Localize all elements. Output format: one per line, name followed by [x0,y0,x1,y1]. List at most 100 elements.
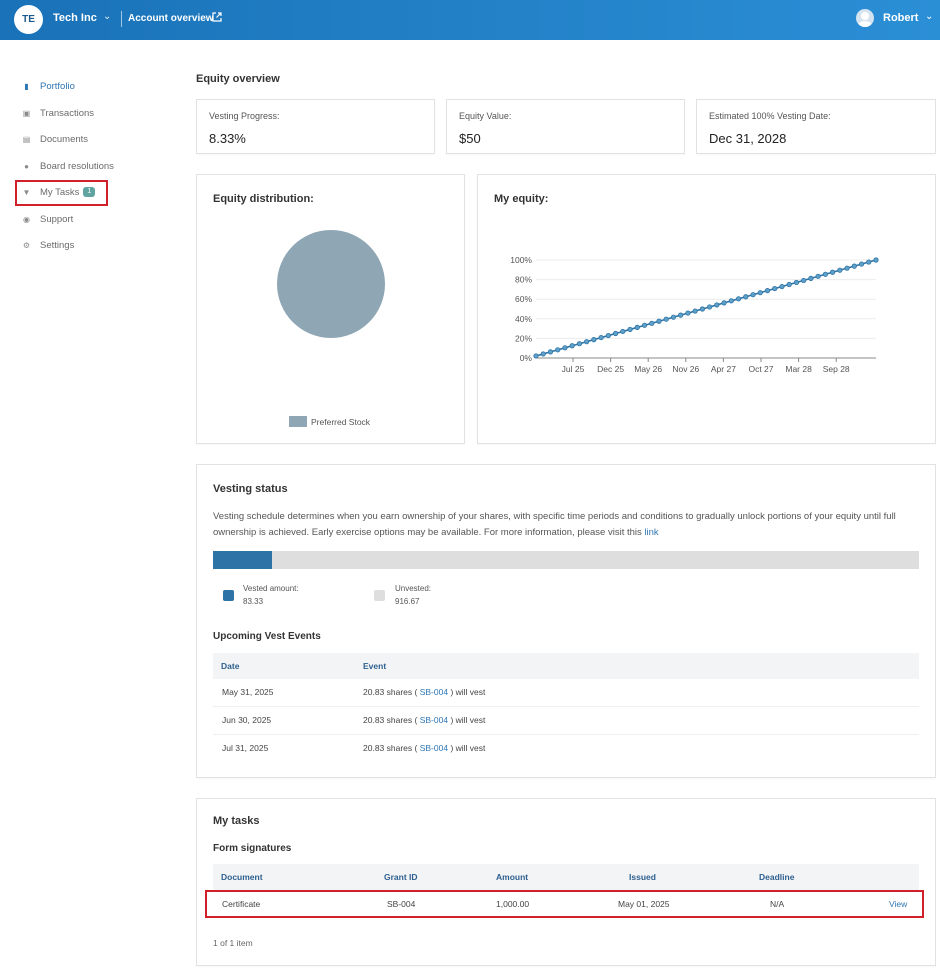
company-name[interactable]: Tech Inc [53,12,97,24]
highlight-task-row [205,890,924,918]
stat-value: $50 [459,131,481,146]
inbox-icon: ▼ [22,187,31,197]
data-point [829,269,836,275]
sidebar-item-label: Support [40,213,74,225]
stat-label: Equity Value: [459,111,512,121]
task-issued: May 01, 2025 [618,899,670,909]
pie-slice-preferred-stock[interactable] [277,230,385,338]
data-point [584,339,590,345]
vested-label: Vested amount: [243,584,299,593]
data-point [656,318,662,324]
upcoming-vest-title: Upcoming Vest Events [213,631,321,642]
account-overview-link[interactable]: Account overview [128,13,214,24]
event-description: 20.83 shares ( SB-004 ) will vest [363,743,486,753]
data-point [851,263,857,269]
data-point [576,341,583,347]
row-divider [213,706,919,707]
data-point [866,259,872,265]
equity-distribution-card: Equity distribution: Preferred Stock [196,174,465,444]
data-point [663,316,669,322]
stat-label: Vesting Progress: [209,111,280,121]
column-date[interactable]: Date [221,661,240,671]
stat-value: Dec 31, 2028 [709,131,787,146]
column-grant-id[interactable]: Grant ID [384,872,418,882]
grant-link[interactable]: SB-004 [419,715,449,725]
data-point [641,322,648,328]
sidebar-item-label: Documents [40,133,89,145]
y-tick-label: 80% [515,275,532,285]
sidebar-item-settings[interactable]: ⚙ Settings [22,237,74,253]
vesting-description: Vesting schedule determines when you ear… [213,511,896,538]
top-bar: TE Tech Inc ⌄ Account overview Robert ⌄ [0,0,940,40]
grant-link[interactable]: SB-004 [419,743,449,753]
clipboard-icon: ▣ [22,108,31,118]
event-date: Jun 30, 2025 [222,715,272,725]
vesting-info-link[interactable]: link [644,527,659,538]
data-point [815,273,821,279]
sidebar-item-documents[interactable]: ▤ Documents [22,131,88,147]
vesting-progress-bar [213,551,919,569]
y-tick-label: 0% [520,353,533,363]
x-tick-label: Mar 28 [785,364,812,374]
vesting-status-card: Vesting status Vesting schedule determin… [196,464,936,778]
sidebar-item-label: Portfolio [40,80,75,92]
data-point [591,337,597,343]
sidebar-item-board-resolutions[interactable]: ● Board resolutions [22,158,114,174]
data-point [735,296,742,302]
column-document[interactable]: Document [221,872,263,882]
column-amount[interactable]: Amount [496,872,529,882]
data-point [627,326,633,333]
card-title: Vesting status [213,483,288,495]
y-tick-label: 60% [515,294,532,304]
data-point [728,298,734,304]
sidebar-item-portfolio[interactable]: ▮ Portfolio [22,78,75,94]
column-deadline[interactable]: Deadline [759,872,795,882]
sidebar-item-label: Settings [40,239,75,251]
company-logo[interactable]: TE [14,5,43,34]
event-date: May 31, 2025 [222,687,274,697]
data-point [844,265,850,271]
card-title: My tasks [213,815,260,827]
chevron-down-icon[interactable]: ⌄ [103,11,112,22]
vested-swatch [223,590,234,601]
user-avatar-icon[interactable] [856,9,874,27]
data-point [858,261,865,267]
data-point [714,302,720,308]
highlight-my-tasks [15,180,108,206]
sidebar-item-support[interactable]: ◉ Support [22,211,73,227]
external-link-icon[interactable] [212,12,222,22]
sidebar-item-transactions[interactable]: ▣ Transactions [22,105,94,121]
column-event[interactable]: Event [363,661,387,671]
data-point [757,290,763,296]
data-point [801,277,807,284]
my-equity-card: My equity: 0% 20% 40% 60% 80% 100% Jul 25 Dec 2… [477,174,936,444]
vested-legend: Vested amount: 83.33 [243,582,299,608]
tasks-table-header: Document Grant ID Amount Issued Deadline [213,864,919,890]
task-grant-id: SB-004 [387,899,416,909]
equity-distribution-pie [277,230,385,338]
data-point [540,351,546,357]
tasks-count-badge: 1 [83,187,96,197]
vest-events-header: Date Event [213,653,919,679]
user-chevron-down-icon[interactable]: ⌄ [925,11,934,22]
document-icon: ▤ [22,134,31,144]
sidebar-item-my-tasks[interactable]: ▼ My Tasks 1 [22,184,96,200]
chart-bars-icon: ▮ [24,81,29,91]
y-tick-label: 20% [515,333,532,343]
sidebar-item-label: Board resolutions [40,160,114,172]
support-icon: ◉ [23,214,30,224]
event-description: 20.83 shares ( SB-004 ) will vest [363,715,486,725]
data-point [562,345,568,351]
column-issued[interactable]: Issued [629,872,656,882]
page-title: Equity overview [196,73,280,85]
view-task-link[interactable]: View [889,899,908,909]
data-point [612,330,619,337]
data-point [837,267,843,273]
user-name[interactable]: Robert [883,12,919,24]
data-point [822,271,828,277]
unvested-swatch [374,590,385,601]
data-point [721,300,727,306]
grant-link[interactable]: SB-004 [419,687,449,697]
data-point [873,257,879,263]
data-point [649,320,655,326]
